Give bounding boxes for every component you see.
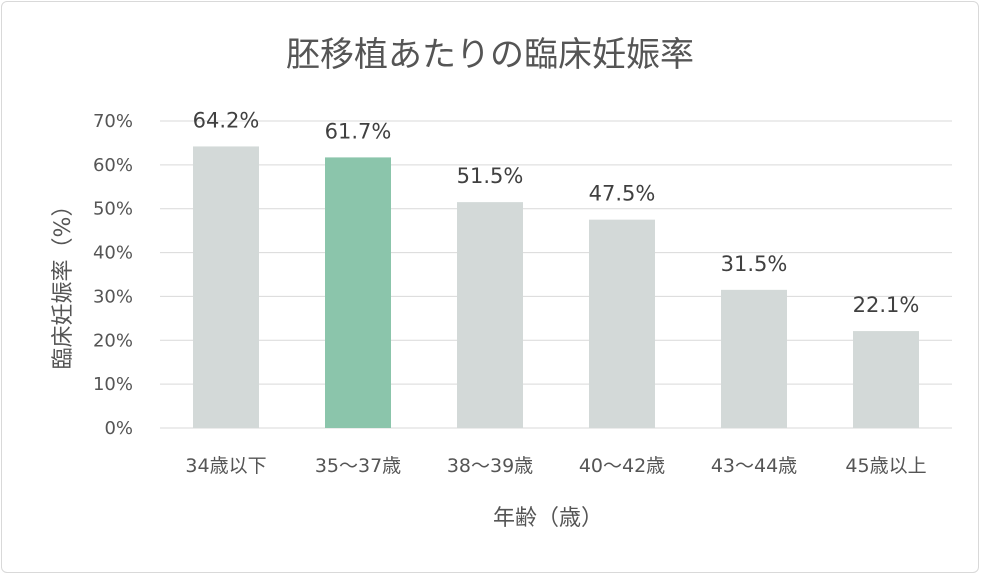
bars xyxy=(193,146,919,429)
x-category-label: 38〜39歳 xyxy=(447,455,533,477)
x-category-label: 35〜37歳 xyxy=(315,455,401,477)
y-axis-ticks: 0% 10% 20% 30% 40% 50% 60% 70% xyxy=(93,111,133,439)
y-tick-label: 20% xyxy=(93,330,133,351)
x-category-label: 34歳以下 xyxy=(185,455,266,477)
y-tick-label: 40% xyxy=(93,243,133,264)
bar xyxy=(589,219,655,428)
bar xyxy=(193,146,259,429)
y-tick-label: 0% xyxy=(104,418,133,439)
y-tick-label: 70% xyxy=(93,111,133,132)
bar xyxy=(325,157,391,428)
chart-title: 胚移植あたりの臨床妊娠率 xyxy=(286,35,694,75)
data-label: 61.7% xyxy=(325,119,392,143)
bar xyxy=(721,289,787,428)
data-label: 64.2% xyxy=(193,108,260,132)
x-category-label: 43〜44歳 xyxy=(711,455,797,477)
bar xyxy=(457,202,523,428)
y-tick-label: 50% xyxy=(93,199,133,220)
y-axis-title: 臨床妊娠率（%） xyxy=(51,195,76,370)
data-label: 22.1% xyxy=(853,293,920,317)
data-label: 51.5% xyxy=(457,164,524,188)
x-category-label: 45歳以上 xyxy=(845,455,926,477)
data-label: 47.5% xyxy=(589,182,656,206)
y-tick-label: 10% xyxy=(93,374,133,395)
data-labels: 64.2% 61.7% 51.5% 47.5% 31.5% 22.1% xyxy=(193,108,920,317)
x-axis-categories: 34歳以下 35〜37歳 38〜39歳 40〜42歳 43〜44歳 45歳以上 xyxy=(185,455,926,477)
x-axis-title: 年齢（歳） xyxy=(493,506,603,531)
y-tick-label: 30% xyxy=(93,286,133,307)
data-label: 31.5% xyxy=(721,252,788,276)
x-category-label: 40〜42歳 xyxy=(579,455,665,477)
bar xyxy=(853,331,919,428)
y-tick-label: 60% xyxy=(93,155,133,176)
gridlines xyxy=(160,120,952,429)
